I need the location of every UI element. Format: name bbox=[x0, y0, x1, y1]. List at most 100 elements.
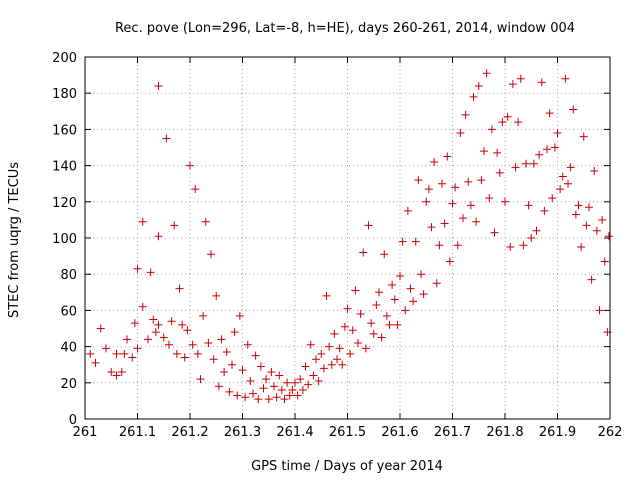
y-tick-label: 20 bbox=[60, 377, 77, 392]
data-point bbox=[469, 92, 478, 101]
data-point bbox=[238, 366, 247, 375]
data-point bbox=[456, 129, 465, 138]
data-point bbox=[186, 161, 194, 170]
x-tick-label: 261 bbox=[73, 425, 98, 440]
data-point bbox=[225, 387, 234, 396]
data-point bbox=[598, 215, 607, 224]
y-tick-label: 120 bbox=[52, 196, 77, 211]
data-point bbox=[272, 393, 281, 402]
data-point bbox=[241, 393, 250, 402]
data-point bbox=[493, 148, 502, 157]
data-point bbox=[472, 217, 481, 226]
data-point bbox=[503, 112, 512, 121]
data-point bbox=[522, 159, 530, 168]
y-tick-label: 200 bbox=[52, 51, 77, 66]
data-point bbox=[524, 201, 533, 210]
data-point bbox=[508, 80, 517, 89]
data-point bbox=[369, 329, 378, 338]
data-point bbox=[480, 147, 488, 156]
y-tick-label: 180 bbox=[52, 87, 77, 102]
axis-ticks: 261 261.1 261.2 261.3 261.4 261.5 261.6 261.7 26… bbox=[52, 51, 622, 440]
x-tick-label: 261.9 bbox=[539, 425, 576, 440]
data-point bbox=[409, 297, 418, 306]
data-point bbox=[154, 81, 163, 90]
data-point bbox=[201, 217, 210, 226]
data-point bbox=[151, 328, 160, 337]
data-point bbox=[251, 351, 260, 360]
data-point bbox=[577, 243, 586, 252]
grid bbox=[84, 56, 611, 420]
data-point bbox=[414, 176, 423, 185]
data-point bbox=[209, 355, 218, 364]
data-point bbox=[188, 340, 197, 349]
y-tick-label: 100 bbox=[52, 232, 77, 247]
data-point bbox=[511, 163, 520, 172]
data-point bbox=[354, 338, 362, 347]
data-point bbox=[600, 257, 609, 266]
data-point bbox=[172, 349, 181, 358]
data-point bbox=[120, 349, 129, 358]
data-point bbox=[453, 241, 462, 250]
data-point bbox=[214, 382, 223, 391]
y-axis-label: STEC from uqrg / TECUs bbox=[7, 162, 22, 318]
data-point bbox=[435, 241, 444, 250]
data-point bbox=[296, 375, 305, 384]
data-point bbox=[298, 386, 307, 395]
data-point bbox=[228, 360, 236, 369]
data-point bbox=[403, 206, 412, 215]
data-point bbox=[417, 270, 425, 279]
data-point bbox=[490, 228, 499, 237]
data-point bbox=[535, 150, 544, 159]
data-point bbox=[438, 179, 446, 188]
data-point bbox=[561, 74, 570, 83]
data-point bbox=[196, 375, 205, 384]
data-point bbox=[222, 348, 231, 357]
data-point bbox=[351, 286, 360, 295]
data-point bbox=[592, 226, 601, 235]
data-point bbox=[319, 364, 328, 373]
x-tick-label: 262 bbox=[598, 425, 623, 440]
data-point bbox=[178, 320, 187, 329]
data-point bbox=[532, 226, 541, 235]
data-point bbox=[548, 194, 557, 203]
data-point bbox=[361, 344, 370, 353]
data-point bbox=[527, 234, 536, 242]
data-point bbox=[359, 248, 368, 257]
y-tick-label: 40 bbox=[60, 341, 77, 356]
data-point bbox=[424, 185, 433, 194]
data-point bbox=[193, 349, 202, 358]
data-point bbox=[411, 237, 420, 246]
data-point bbox=[291, 378, 299, 387]
data-point bbox=[406, 284, 415, 293]
data-point bbox=[550, 143, 559, 152]
data-point bbox=[204, 338, 213, 347]
data-point bbox=[117, 367, 126, 376]
data-point bbox=[159, 333, 168, 342]
data-point bbox=[86, 349, 95, 358]
data-point bbox=[372, 300, 381, 309]
data-point bbox=[270, 382, 278, 391]
data-point bbox=[485, 194, 494, 203]
data-point bbox=[440, 219, 449, 228]
data-point bbox=[154, 320, 163, 329]
data-point bbox=[537, 78, 546, 87]
data-points bbox=[86, 69, 613, 404]
data-point bbox=[364, 221, 373, 230]
data-point bbox=[574, 201, 583, 210]
data-point bbox=[540, 206, 549, 215]
data-point bbox=[558, 172, 567, 181]
y-tick-label: 60 bbox=[60, 304, 77, 319]
data-point bbox=[348, 326, 357, 335]
data-point bbox=[338, 360, 347, 369]
data-point bbox=[149, 315, 158, 324]
data-point bbox=[107, 367, 116, 376]
data-point bbox=[314, 376, 323, 385]
x-tick-label: 261.1 bbox=[119, 425, 156, 440]
data-point bbox=[199, 311, 208, 320]
data-point bbox=[309, 371, 318, 380]
x-tick-label: 261.8 bbox=[486, 425, 523, 440]
data-point bbox=[217, 335, 226, 344]
data-point bbox=[327, 360, 336, 369]
